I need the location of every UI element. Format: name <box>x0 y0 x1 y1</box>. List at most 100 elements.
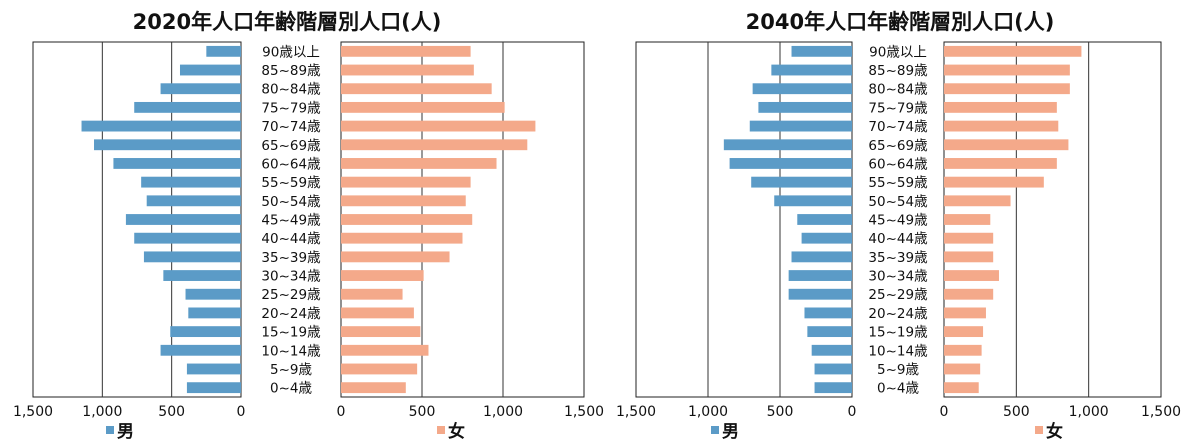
male-bar <box>814 363 852 375</box>
female-bar <box>341 270 424 281</box>
category-label: 90歳以上 <box>262 44 320 60</box>
category-label: 15~19歳 <box>261 325 321 341</box>
male-bar <box>788 288 852 300</box>
male-bar <box>801 232 852 244</box>
category-label: 85~89歳 <box>261 63 321 79</box>
category-label: 25~29歳 <box>868 287 928 303</box>
legend-label-male: 男 <box>117 422 134 441</box>
category-label: 80~84歳 <box>868 82 928 98</box>
male-tick-label: 1,500 <box>13 404 53 420</box>
male-bar <box>113 158 241 169</box>
male-bar <box>170 326 241 338</box>
male-bar <box>179 64 241 76</box>
female-tick-label: 0 <box>940 404 949 420</box>
category-label: 80~84歳 <box>261 82 321 98</box>
male-bar <box>146 195 241 207</box>
male-tick-label: 0 <box>848 404 857 420</box>
male-bar <box>788 270 852 281</box>
male-bar <box>752 83 852 95</box>
female-bar <box>341 139 528 151</box>
category-label: 55~59歳 <box>261 175 321 191</box>
female-bar <box>341 101 505 113</box>
male-bar <box>141 176 241 188</box>
category-label: 5~9歳 <box>877 362 919 378</box>
male-bar <box>188 307 241 319</box>
female-bar <box>944 120 1059 132</box>
male-tick-label: 1,500 <box>616 404 656 420</box>
male-bar <box>791 45 852 57</box>
male-bar <box>134 101 241 113</box>
legend-label-female: 女 <box>448 421 465 441</box>
female-bar <box>341 64 474 76</box>
female-bar <box>944 45 1082 57</box>
female-bar <box>944 232 994 244</box>
category-label: 30~34歳 <box>868 269 928 285</box>
female-bar <box>944 158 1057 169</box>
category-label: 55~59歳 <box>868 175 928 191</box>
female-tick-label: 500 <box>1003 404 1030 420</box>
category-label: 60~64歳 <box>868 156 928 172</box>
female-tick-label: 1,500 <box>564 404 604 420</box>
female-bar <box>341 344 429 356</box>
male-bar <box>797 214 852 225</box>
female-bar <box>944 251 994 263</box>
category-label: 50~54歳 <box>868 194 928 210</box>
legend-swatch-female <box>1035 426 1043 434</box>
category-label: 45~49歳 <box>868 213 928 229</box>
female-bar <box>944 101 1057 113</box>
female-bar <box>944 363 981 375</box>
male-bar <box>186 363 241 375</box>
category-label: 75~79歳 <box>261 100 321 116</box>
male-bar <box>774 195 852 207</box>
male-bar <box>186 382 241 394</box>
female-bar <box>341 45 471 57</box>
female-bar <box>341 251 450 263</box>
category-label: 20~24歳 <box>261 306 321 322</box>
chart-title: 2040年人口年齢階層別人口(人) <box>746 10 1055 34</box>
male-bar <box>729 158 852 169</box>
female-bar <box>341 288 403 300</box>
male-bar <box>81 120 242 132</box>
category-label: 60~64歳 <box>261 156 321 172</box>
category-label: 30~34歳 <box>261 269 321 285</box>
category-label: 35~39歳 <box>261 250 321 266</box>
female-bar <box>944 344 982 356</box>
female-bar <box>944 270 999 281</box>
male-bar <box>758 101 852 113</box>
category-label: 0~4歳 <box>877 381 919 397</box>
category-label: 85~89歳 <box>868 63 928 79</box>
male-bar <box>804 307 852 319</box>
category-label: 70~74歳 <box>868 119 928 135</box>
category-label: 35~39歳 <box>868 250 928 266</box>
female-bar <box>944 64 1070 76</box>
category-label: 0~4歳 <box>270 381 312 397</box>
legend-label-female: 女 <box>1046 421 1063 441</box>
male-bar <box>749 120 852 132</box>
male-bar <box>771 64 852 76</box>
male-bar <box>163 270 241 281</box>
female-bar <box>341 120 536 132</box>
female-tick-label: 0 <box>337 404 346 420</box>
chart-title: 2020年人口年齢階層別人口(人) <box>133 10 442 34</box>
female-tick-label: 1,000 <box>1069 404 1109 420</box>
male-tick-label: 500 <box>767 404 794 420</box>
category-label: 50~54歳 <box>261 194 321 210</box>
male-bar <box>751 176 852 188</box>
female-bar <box>944 214 991 225</box>
female-bar <box>944 176 1044 188</box>
female-bar <box>341 158 497 169</box>
female-bar <box>944 195 1011 207</box>
female-bar <box>944 326 984 338</box>
category-label: 20~24歳 <box>868 306 928 322</box>
male-bar <box>185 288 241 300</box>
male-bar <box>134 232 241 244</box>
female-bar <box>341 176 471 188</box>
chart-1: 2040年人口年齢階層別人口(人) 90歳以上 85~89歳 80~84歳 75~79歳… <box>616 10 1181 441</box>
male-bar <box>811 344 852 356</box>
female-bar <box>944 288 994 300</box>
legend-swatch-male <box>106 426 114 434</box>
category-label: 5~9歳 <box>270 362 312 378</box>
female-tick-label: 1,500 <box>1141 404 1181 420</box>
category-label: 10~14歳 <box>868 343 928 359</box>
